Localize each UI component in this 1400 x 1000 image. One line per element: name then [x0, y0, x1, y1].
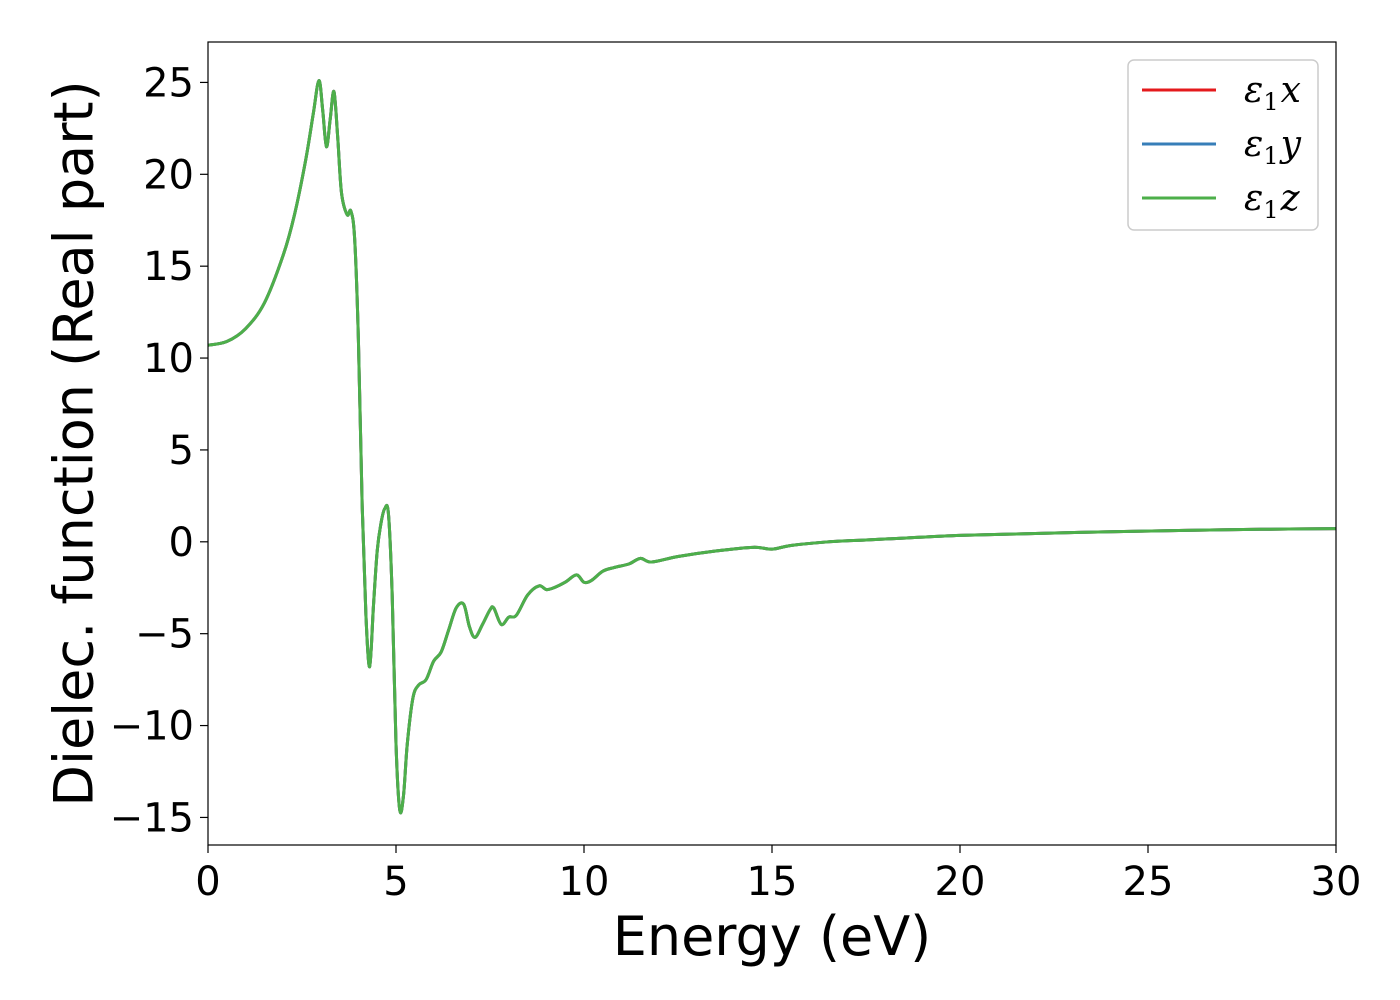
y-tick-label: −10	[110, 704, 194, 750]
legend-symbol: ε	[1244, 70, 1263, 111]
series-line-z	[208, 79, 1336, 815]
legend-component: y	[1279, 124, 1302, 165]
legend-label-z: ε1z	[1244, 178, 1301, 224]
y-tick-label: 5	[169, 428, 194, 474]
y-tick-label: 15	[143, 244, 194, 290]
legend-symbol: ε	[1244, 124, 1263, 165]
y-tick-label: 25	[143, 60, 194, 106]
series-layer	[208, 79, 1336, 815]
legend-component: x	[1281, 70, 1301, 111]
x-tick-label: 25	[1123, 859, 1174, 905]
y-tick-label: 20	[143, 152, 194, 198]
x-axis: 0 5 10 15 20 25 30	[195, 845, 1361, 905]
legend-component: z	[1280, 178, 1301, 219]
legend-subscript: 1	[1263, 142, 1278, 170]
legend-subscript: 1	[1263, 196, 1278, 224]
x-tick-label: 20	[935, 859, 986, 905]
y-tick-label: −15	[110, 795, 194, 841]
x-axis-label: Energy (eV)	[613, 905, 932, 968]
y-tick-label: −5	[135, 612, 194, 658]
x-tick-label: 5	[383, 859, 408, 905]
legend-label-x: ε1x	[1244, 70, 1301, 116]
y-axis: −15 −10 −5 0 5 10 15 20 25	[110, 60, 208, 841]
legend-subscript: 1	[1263, 88, 1278, 116]
x-tick-label: 0	[195, 859, 220, 905]
x-tick-label: 15	[747, 859, 798, 905]
legend-box	[1127, 59, 1319, 231]
y-axis-label: Dielec. function (Real part)	[43, 80, 106, 806]
x-tick-label: 10	[559, 859, 610, 905]
y-tick-label: 10	[143, 336, 194, 382]
x-tick-label: 30	[1311, 859, 1362, 905]
y-tick-label: 0	[169, 520, 194, 566]
legend-label-y: ε1y	[1244, 124, 1302, 170]
legend-symbol: ε	[1244, 178, 1263, 219]
